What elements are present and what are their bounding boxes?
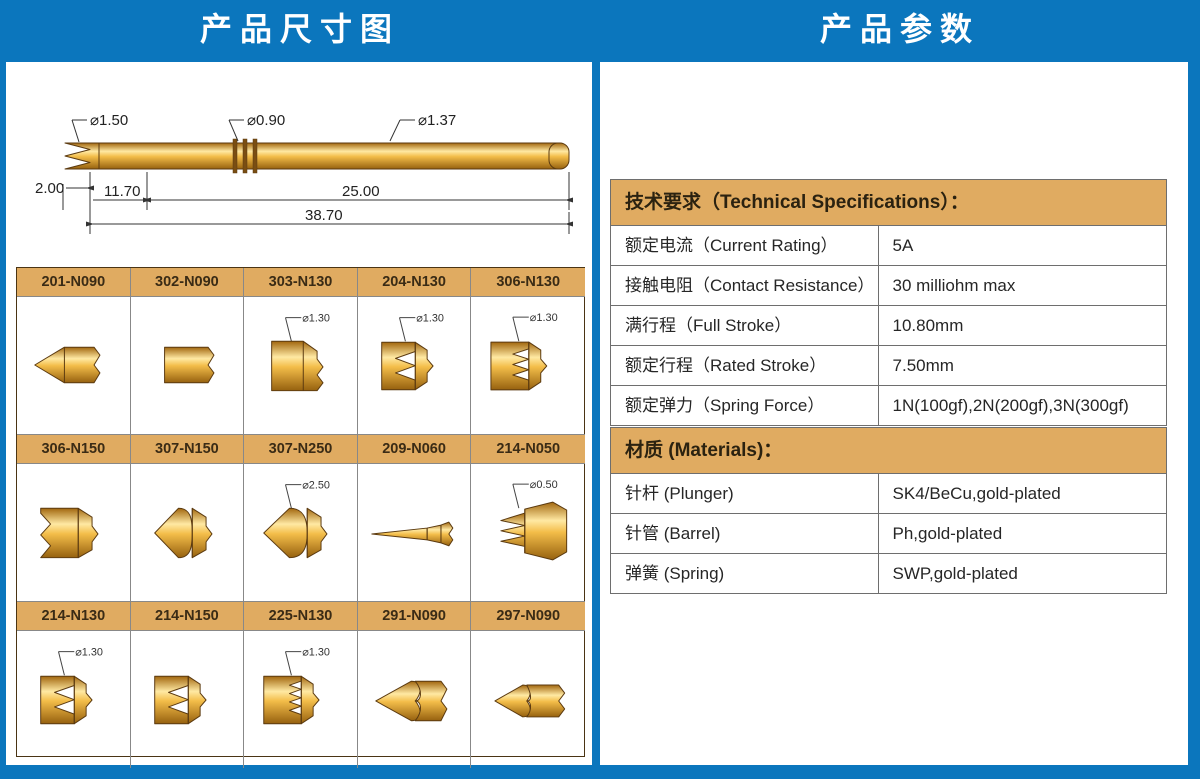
svg-text:38.70: 38.70 xyxy=(305,207,343,224)
svg-text:⌀2.50: ⌀2.50 xyxy=(302,480,330,492)
svg-text:⌀1.30: ⌀1.30 xyxy=(302,313,330,325)
svg-text:11.70: 11.70 xyxy=(104,183,140,200)
svg-text:⌀1.50: ⌀1.50 xyxy=(90,112,128,129)
svg-text:⌀1.37: ⌀1.37 xyxy=(418,112,456,129)
svg-text:⌀1.30: ⌀1.30 xyxy=(302,647,330,659)
svg-text:⌀1.30: ⌀1.30 xyxy=(530,312,558,324)
svg-text:⌀0.50: ⌀0.50 xyxy=(530,479,558,491)
svg-text:25.00: 25.00 xyxy=(342,183,380,200)
svg-text:⌀0.90: ⌀0.90 xyxy=(247,112,285,129)
svg-text:⌀1.30: ⌀1.30 xyxy=(416,313,444,325)
svg-text:2.00: 2.00 xyxy=(35,180,64,197)
svg-text:⌀1.30: ⌀1.30 xyxy=(75,647,103,659)
